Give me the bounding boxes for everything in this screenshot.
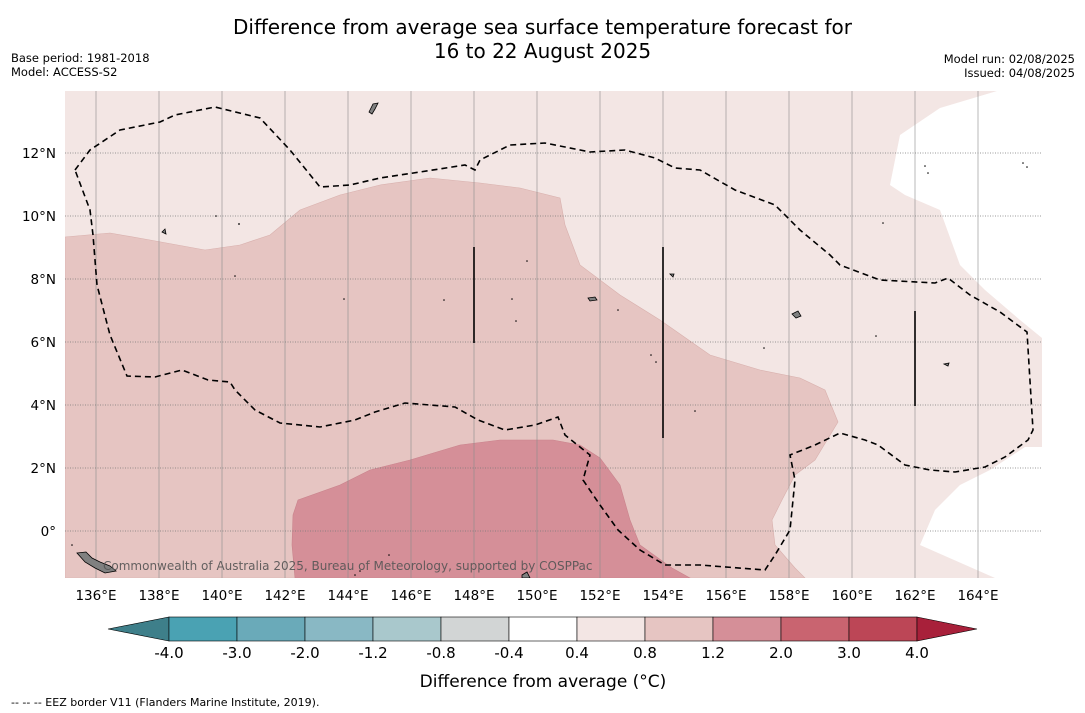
lat-tick-label: 4°N [31,398,56,414]
land-islands [76,102,950,578]
lon-tick-label: 140°E [201,588,242,604]
colorbar-tick-label: 3.0 [837,644,861,662]
colorbar-tick-label: -2.0 [290,644,319,662]
colorbar-bin [168,616,238,642]
eez-border-west [74,106,1034,571]
map-vertical-markers [473,247,916,438]
colorbar: -4.0 -3.0 -2.0 -1.2 -0.8 -0.4 0.4 0.8 1.… [107,616,978,692]
colorbar-bin [848,616,918,642]
lon-tick-label: 150°E [516,588,557,604]
island-small-1 [161,228,167,235]
colorbar-tick-label: 0.8 [633,644,657,662]
eez-borders [74,106,1034,571]
lon-tick-label: 152°E [579,588,620,604]
island-south [521,571,531,578]
colorbar-bin [508,616,578,642]
colorbar-tick-label: 4.0 [905,644,929,662]
island-small-2 [587,296,598,302]
lon-tick-label: 162°E [894,588,935,604]
colorbar-bin [644,616,714,642]
lon-tick-label: 136°E [75,588,116,604]
colorbar-bin [780,616,850,642]
lon-tick-label: 138°E [138,588,179,604]
colorbar-bin [712,616,782,642]
colorbar-tick-label: -0.4 [494,644,523,662]
map-area [65,91,1042,578]
colorbar-tick-label: -3.0 [222,644,251,662]
lon-tick-label: 160°E [831,588,872,604]
anomaly-1.2-2.0-region [291,439,691,578]
colorbar-tick-label: 0.4 [565,644,589,662]
lon-tick-label: 144°E [327,588,368,604]
lat-tick-label: 6°N [31,335,56,351]
lon-tick-label: 158°E [768,588,809,604]
colorbar-bin [440,616,510,642]
lat-tick-label: 12°N [22,146,56,162]
island-northwest [368,102,379,115]
latitude-tick-labels: 12°N 10°N 8°N 6°N 4°N 2°N 0° [22,146,56,540]
lon-tick-label: 146°E [390,588,431,604]
lat-tick-label: 2°N [31,461,56,477]
longitude-tick-labels: 136°E 138°E 140°E 142°E 144°E 146°E 148°… [75,588,998,604]
lon-tick-label: 156°E [705,588,746,604]
colorbar-low-extend [107,616,170,642]
colorbar-bin [372,616,442,642]
colorbar-tick-label: -0.8 [426,644,455,662]
colorbar-tick-label: -1.2 [358,644,387,662]
island-southwest [76,551,117,574]
map-title-line-2: 16 to 22 August 2025 [433,39,652,63]
lat-tick-label: 10°N [22,209,56,225]
issued-text: Issued: 04/08/2025 [964,66,1075,80]
lon-tick-label: 164°E [957,588,998,604]
graticule-parallels [65,152,1042,532]
lon-tick-label: 142°E [264,588,305,604]
anomaly-0.8-1.2-region [65,177,839,578]
colorbar-bin [576,616,646,642]
colorbar-high-extend [916,616,978,642]
island-small-3 [791,310,802,319]
base-period-text: Base period: 1981-2018 [11,51,150,65]
anomaly-white-region-southeast [920,447,1042,578]
island-small-4 [942,362,950,367]
island-small-5 [669,273,675,278]
colorbar-bin [236,616,306,642]
lat-tick-label: 8°N [31,272,56,288]
land-dots [71,162,1028,576]
colorbar-tick-label: -4.0 [154,644,183,662]
map-title-line-1: Difference from average sea surface temp… [232,15,852,39]
colorbar-tick-label: 2.0 [769,644,793,662]
lon-tick-label: 154°E [642,588,683,604]
eez-footnote: -- -- -- EEZ border V11 (Flanders Marine… [11,696,320,709]
copyright-watermark: Commonwealth of Australia 2025, Bureau o… [103,559,593,573]
colorbar-tick-label: 1.2 [701,644,725,662]
lat-tick-label: 0° [41,524,56,540]
lon-tick-label: 148°E [453,588,494,604]
model-run-text: Model run: 02/08/2025 [943,52,1075,66]
model-text: Model: ACCESS-S2 [11,65,118,79]
colorbar-bin [304,616,374,642]
colorbar-title: Difference from average (°C) [420,672,667,692]
